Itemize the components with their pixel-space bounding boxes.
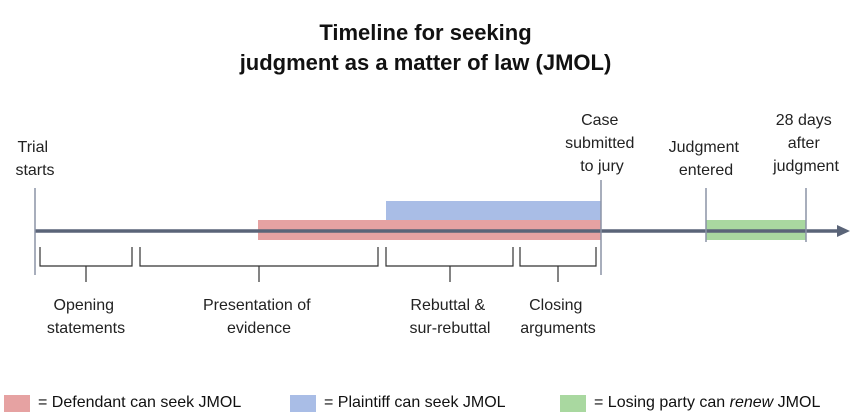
- legend-swatch-defendant: [4, 394, 30, 412]
- label-opening-line-1: Opening: [54, 297, 115, 314]
- legend-swatch-losing-party: [560, 394, 586, 412]
- label-rebuttal: Rebuttal & sur-rebuttal: [410, 297, 491, 337]
- label-trial-starts-line-1: Trial: [18, 139, 49, 156]
- title-line-2: judgment as a matter of law (JMOL): [239, 50, 612, 75]
- label-trial-starts: Trial starts: [15, 139, 54, 179]
- label-opening: Opening statements: [47, 297, 125, 337]
- diagram-title: Timeline for seeking judgment as a matte…: [0, 18, 851, 78]
- label-trial-starts-line-2: starts: [15, 162, 54, 179]
- label-evidence: Presentation of evidence: [203, 297, 315, 337]
- legend-label-losing-party: = Losing party can renew JMOL: [594, 394, 820, 412]
- legend-label-losing-suffix: JMOL: [773, 394, 821, 411]
- label-rebuttal-line-1: Rebuttal &: [410, 297, 485, 314]
- timeline-arrowhead: [837, 225, 850, 237]
- label-case-submitted-line-1: Case: [581, 112, 618, 129]
- label-evidence-line-2: evidence: [227, 320, 291, 337]
- label-opening-line-2: statements: [47, 320, 125, 337]
- legend-label-losing-prefix: = Losing party can: [594, 394, 730, 411]
- label-28-days-line-3: judgment: [772, 158, 839, 175]
- legend-swatch-plaintiff: [290, 394, 316, 412]
- legend-item-plaintiff: = Plaintiff can seek JMOL: [290, 394, 506, 412]
- label-case-submitted-line-3: to jury: [580, 158, 624, 175]
- legend-label-plaintiff: = Plaintiff can seek JMOL: [324, 394, 506, 411]
- label-closing: Closing arguments: [520, 297, 596, 337]
- label-judgment-entered-line-1: Judgment: [669, 139, 740, 156]
- label-28-days-line-1: 28 days: [776, 112, 832, 129]
- legend-item-defendant: = Defendant can seek JMOL: [4, 394, 241, 412]
- bracket-evidence: [139, 247, 379, 282]
- legend-label-losing-emph: renew: [729, 394, 774, 411]
- label-judgment-entered: Judgment entered: [669, 139, 744, 179]
- label-case-submitted: Case submitted to jury: [565, 112, 639, 175]
- plaintiff-window-bar: [386, 201, 601, 220]
- legend-label-defendant: = Defendant can seek JMOL: [38, 394, 242, 411]
- legend-item-losing-party: = Losing party can renew JMOL: [560, 394, 820, 412]
- label-evidence-line-1: Presentation of: [203, 297, 311, 314]
- label-closing-line-2: arguments: [520, 320, 596, 337]
- label-judgment-entered-line-2: entered: [679, 162, 733, 179]
- label-closing-line-1: Closing: [529, 297, 582, 314]
- label-28-days-line-2: after: [788, 135, 821, 152]
- bracket-rebuttal: [385, 247, 514, 282]
- bracket-closing: [519, 247, 597, 282]
- legend: = Defendant can seek JMOL = Plaintiff ca…: [0, 392, 851, 414]
- label-28-days: 28 days after judgment: [772, 112, 839, 175]
- title-line-1: Timeline for seeking: [319, 20, 532, 45]
- bracket-opening: [39, 247, 133, 282]
- label-case-submitted-line-2: submitted: [565, 135, 634, 152]
- label-rebuttal-line-2: sur-rebuttal: [410, 320, 491, 337]
